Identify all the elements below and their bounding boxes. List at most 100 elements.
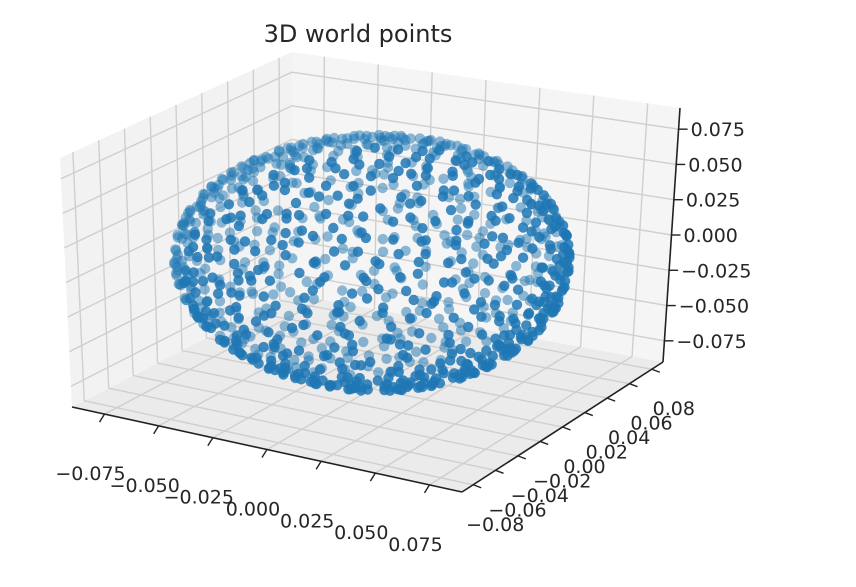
grid-z-left <box>60 71 293 180</box>
data-point <box>258 291 269 302</box>
data-point <box>272 334 283 345</box>
data-point <box>438 277 450 288</box>
data-point <box>189 229 201 240</box>
data-point <box>495 251 507 262</box>
data-point <box>487 231 498 242</box>
data-point <box>474 149 485 161</box>
data-point <box>309 201 320 213</box>
data-point <box>438 173 449 184</box>
data-point <box>419 137 430 149</box>
data-point <box>365 185 376 196</box>
data-point <box>406 168 417 179</box>
data-point <box>276 159 287 170</box>
data-point <box>333 306 345 318</box>
data-point <box>526 226 537 237</box>
data-point <box>207 272 218 283</box>
data-point <box>525 182 537 194</box>
data-point <box>277 239 288 251</box>
data-point <box>210 318 221 329</box>
tick-mark <box>207 437 214 447</box>
data-point <box>361 293 373 304</box>
data-point <box>190 217 201 229</box>
data-point <box>301 276 312 288</box>
data-point <box>308 293 320 305</box>
data-point <box>452 214 463 225</box>
data-point <box>346 288 358 299</box>
data-point <box>400 157 411 169</box>
data-point <box>380 292 392 303</box>
data-point <box>203 215 214 227</box>
data-point <box>374 258 385 270</box>
data-point <box>547 266 558 277</box>
tick-mark <box>517 455 527 460</box>
data-point <box>259 261 270 272</box>
z-tick-label: 0.025 <box>686 190 740 212</box>
data-point <box>286 322 298 334</box>
data-point <box>233 220 245 232</box>
data-point <box>451 224 462 236</box>
data-point <box>521 207 533 219</box>
x-tick-label: 0.050 <box>334 522 388 544</box>
data-point <box>527 243 538 254</box>
data-point <box>202 243 213 254</box>
data-point <box>342 372 353 383</box>
data-point <box>401 285 412 297</box>
data-point <box>373 284 384 295</box>
data-point <box>447 170 458 181</box>
data-point <box>170 244 181 255</box>
data-point <box>247 288 259 299</box>
data-point <box>307 285 318 296</box>
data-point <box>511 299 523 310</box>
data-point <box>438 322 449 333</box>
data-point <box>234 347 245 358</box>
data-point <box>456 253 467 265</box>
grid-z-back <box>291 71 679 130</box>
x-tick-label: 0.000 <box>226 499 280 521</box>
data-point <box>208 308 220 319</box>
data-point <box>510 343 522 354</box>
data-point <box>387 172 399 184</box>
data-point <box>377 233 388 245</box>
data-point <box>334 357 345 368</box>
data-point <box>469 304 480 315</box>
data-point <box>212 251 223 262</box>
data-point <box>291 151 303 163</box>
data-point <box>411 346 422 357</box>
tick-mark <box>629 383 638 388</box>
data-point <box>416 236 427 247</box>
data-point <box>277 151 289 162</box>
data-point <box>476 311 487 322</box>
data-point <box>248 155 259 166</box>
data-point <box>330 163 341 174</box>
data-point <box>307 230 319 242</box>
data-point <box>420 344 431 355</box>
y-tick-label: 0.04 <box>608 427 650 449</box>
data-point <box>526 198 537 210</box>
data-point <box>476 329 488 340</box>
data-point <box>244 196 255 208</box>
data-point <box>377 307 388 319</box>
data-point <box>414 328 425 339</box>
data-point <box>281 213 292 224</box>
data-point <box>410 151 422 163</box>
z-tick-label: 0.050 <box>688 154 742 176</box>
data-point <box>293 209 305 221</box>
data-point <box>479 288 491 299</box>
data-point <box>293 237 304 248</box>
data-point <box>225 174 237 185</box>
data-point <box>180 265 191 276</box>
data-point <box>437 191 449 202</box>
data-point <box>397 375 409 386</box>
data-point <box>258 341 269 353</box>
data-point <box>512 284 524 295</box>
data-point <box>293 345 305 356</box>
data-point <box>469 273 480 284</box>
data-point <box>280 227 291 239</box>
data-point <box>299 360 310 372</box>
data-point <box>388 381 399 393</box>
data-point <box>304 155 315 166</box>
data-point <box>551 253 563 265</box>
data-point <box>463 191 474 202</box>
data-point <box>393 165 404 177</box>
y-tick-label: 0.08 <box>653 398 695 420</box>
